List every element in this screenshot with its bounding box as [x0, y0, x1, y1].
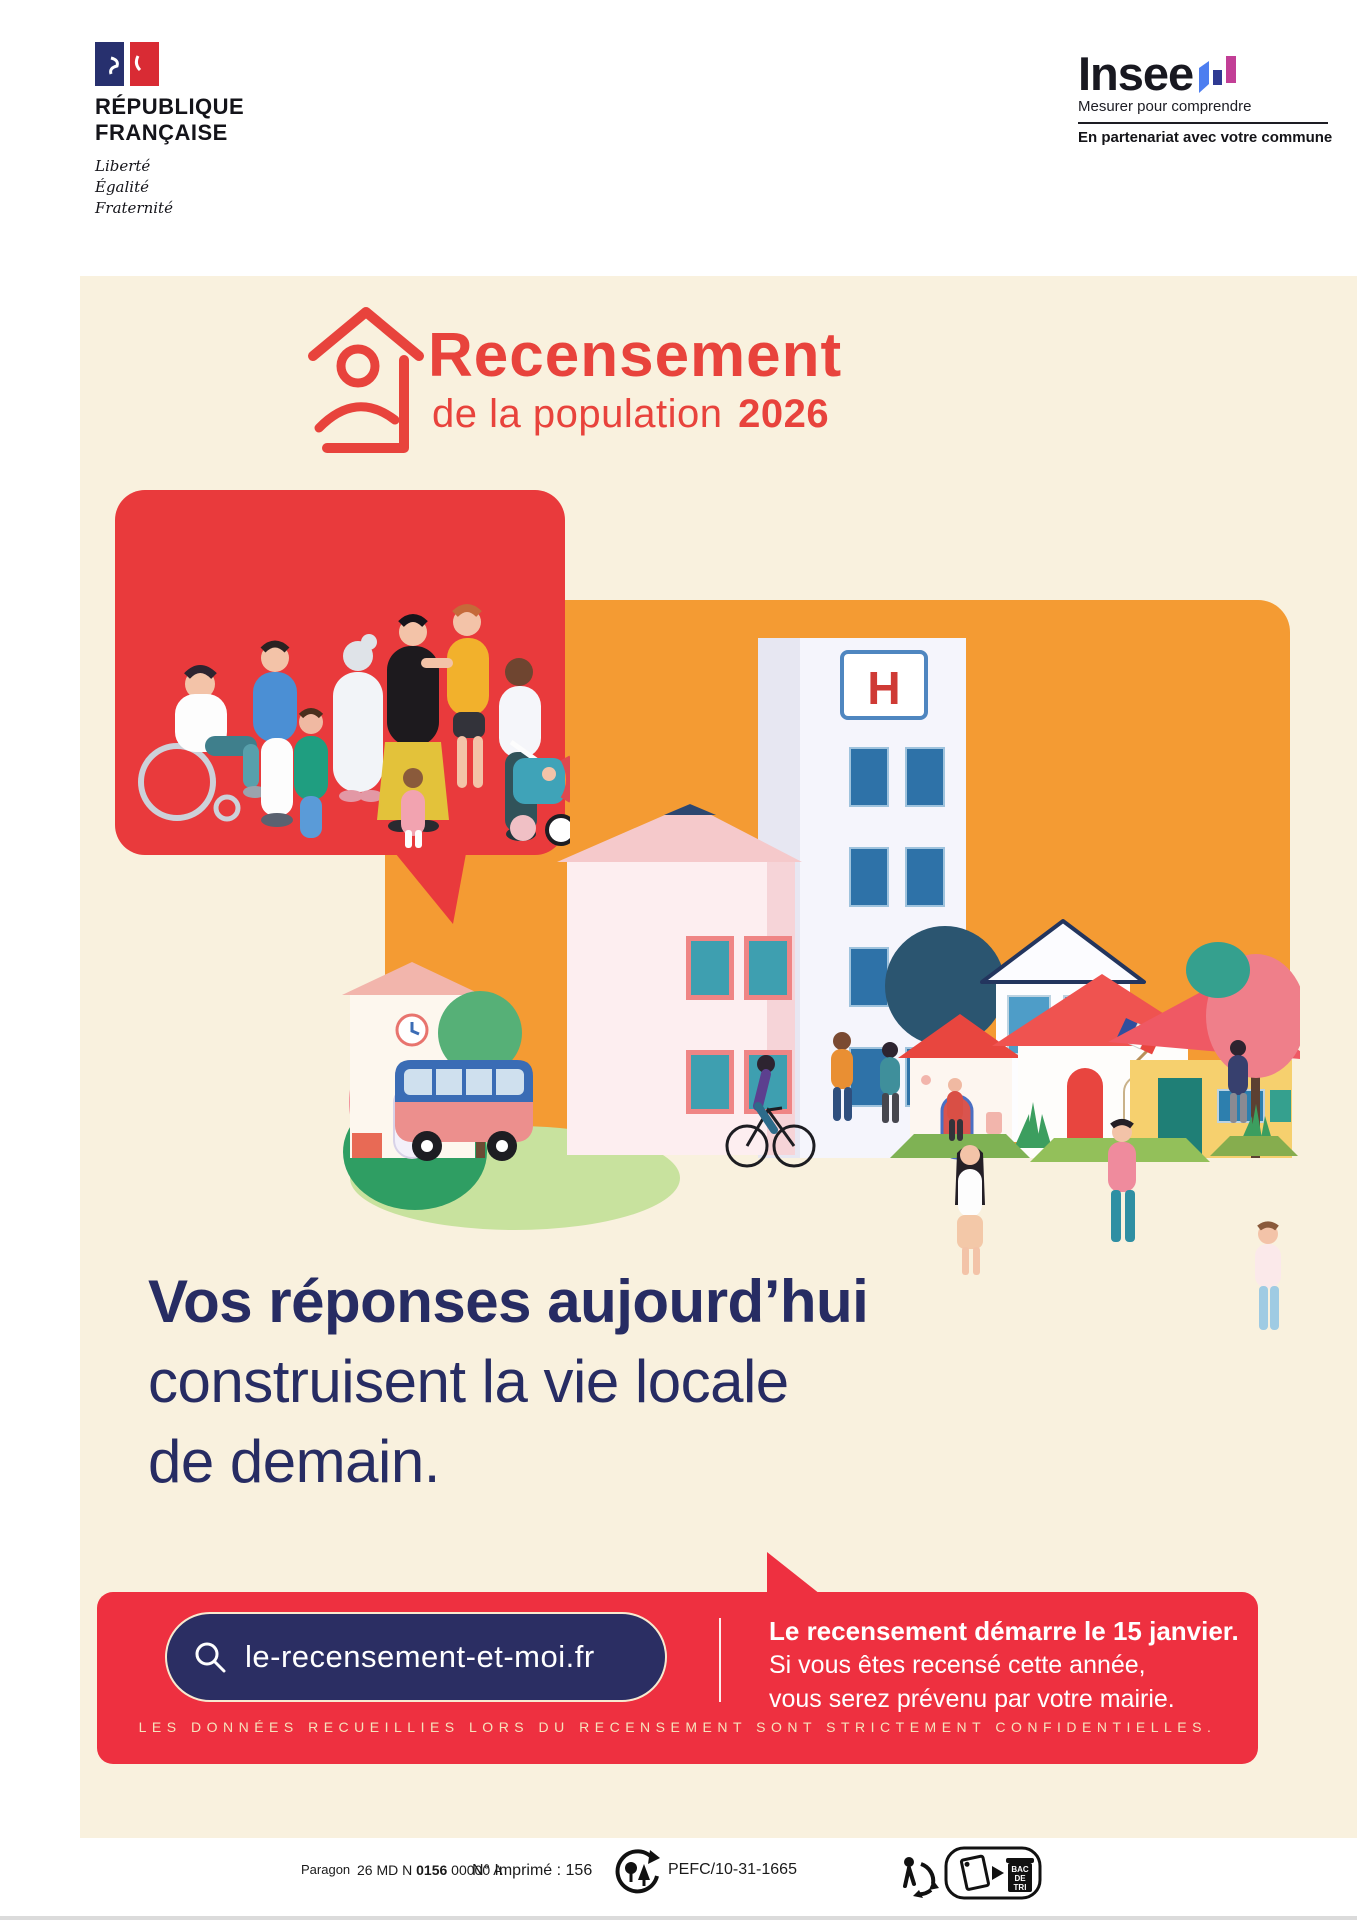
- rf-title: RÉPUBLIQUE FRANÇAISE: [95, 94, 245, 145]
- recensement-house-icon: [308, 307, 424, 453]
- insee-bars-icon: [1199, 56, 1237, 93]
- person-yellow-top: [421, 604, 489, 788]
- people-illustration: [115, 490, 570, 924]
- toddler-pink: [401, 768, 425, 848]
- headline: Vos réponses aujourd’hui construisent la…: [148, 1262, 869, 1502]
- svg-text:DE: DE: [1014, 1874, 1026, 1883]
- print-number: N° Imprimé : 156: [472, 1862, 593, 1879]
- insee-tagline: Mesurer pour comprendre: [1078, 98, 1252, 115]
- banner-tail: [767, 1552, 820, 1594]
- insee-logo-block: Insee Mesurer pour comprendre En partena…: [1078, 50, 1334, 146]
- cyclist: [725, 1055, 816, 1168]
- svg-text:BAC: BAC: [1011, 1865, 1029, 1874]
- hospital-sign-letter: H: [867, 662, 900, 714]
- insee-wordmark: Insee: [1078, 47, 1194, 100]
- man-blue: [253, 640, 297, 827]
- pink-tower: [557, 804, 802, 1155]
- confidentiality-notice: LES DONNÉES RECUEILLIES LORS DU RECENSEM…: [138, 1719, 1217, 1735]
- headline-line2: construisent la vie locale: [148, 1348, 789, 1415]
- bac-de-tri-icon: BAC DE TRI: [944, 1846, 1042, 1900]
- headline-line1: Vos réponses aujourd’hui: [148, 1268, 869, 1335]
- banner-info-line2: Si vous êtes recensé cette année,: [769, 1651, 1146, 1679]
- grandmother-white: [333, 634, 383, 802]
- stroller: [509, 739, 570, 846]
- child-green: [294, 708, 328, 838]
- banner-info-line3: vous serez prévenu par votre mairie.: [769, 1685, 1175, 1713]
- census-url: le-recensement-et-moi.fr: [245, 1639, 595, 1674]
- search-icon: [195, 1642, 226, 1673]
- search-pill[interactable]: le-recensement-et-moi.fr: [165, 1612, 667, 1702]
- marianne-swoosh: [109, 56, 119, 75]
- insee-partnership: En partenariat avec votre commune: [1078, 129, 1333, 146]
- headline-line3: de demain.: [148, 1428, 440, 1495]
- republique-francaise-logo: RÉPUBLIQUE FRANÇAISE Liberté Égalité Fra…: [95, 42, 335, 219]
- insee-divider: [1078, 122, 1328, 124]
- printer-name: Paragon: [301, 1862, 351, 1877]
- street-people: [831, 1032, 1248, 1141]
- recensement-year: 2026: [738, 392, 830, 436]
- pedestrians: [955, 1119, 1281, 1330]
- banner-info-text: Le recensement démarre le 15 janvier. Si…: [769, 1614, 1247, 1716]
- svg-text:TRI: TRI: [1014, 1883, 1027, 1892]
- bus: [395, 1060, 533, 1161]
- triman-recycling-icon: [903, 1857, 939, 1898]
- scan-edge-artifact: [0, 1916, 1357, 1920]
- wheelchair-person: [138, 665, 267, 822]
- marianne-swoosh-2: [134, 55, 142, 72]
- recensement-subtitle: de la population 2026: [432, 392, 830, 436]
- recensement-title: Recensement: [428, 321, 843, 390]
- pefc-number: PEFC/10-31-1665: [668, 1861, 797, 1878]
- city-illustration: H: [342, 600, 1300, 1330]
- banner-divider: [719, 1618, 721, 1702]
- banner-info-bold: Le recensement démarre le 15 janvier.: [769, 1616, 1239, 1646]
- rf-motto: Liberté Égalité Fraternité: [95, 157, 173, 217]
- red-speech-bubble: [115, 490, 565, 924]
- french-flag-icon: [95, 42, 161, 86]
- pefc-logo-icon: [615, 1849, 660, 1894]
- print-code: 26 MD N 0156 00000 A: [357, 1862, 503, 1878]
